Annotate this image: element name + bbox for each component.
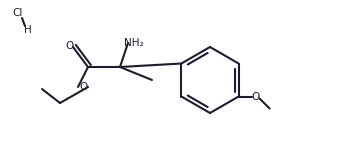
Text: NH₂: NH₂ <box>124 38 144 48</box>
Text: O: O <box>251 92 260 102</box>
Text: Cl: Cl <box>13 8 23 18</box>
Text: H: H <box>24 25 32 35</box>
Text: O: O <box>65 41 73 51</box>
Text: O: O <box>80 82 88 92</box>
